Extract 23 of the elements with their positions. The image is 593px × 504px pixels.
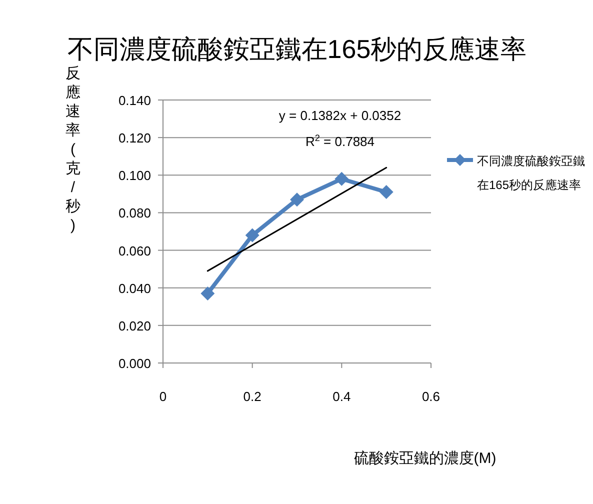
legend-label: 不同濃度硫酸銨亞鐵在165秒的反應速率 [477, 154, 585, 192]
x-axis-title: 硫酸銨亞鐵的濃度(M) [354, 450, 496, 467]
point [334, 172, 349, 186]
text: 反應速率(克/秒) [66, 65, 80, 234]
point [290, 192, 304, 207]
point [379, 185, 394, 200]
x-tick-label: 0.6 [422, 389, 440, 404]
chart-title: 不同濃度硫酸銨亞鐵在165秒的反應速率 [67, 34, 527, 64]
x-tick-label: 0.2 [243, 389, 262, 404]
x-tick-label: 0 [159, 389, 167, 404]
point [200, 286, 215, 300]
y-tick-label: 0.060 [118, 243, 151, 258]
annotation: R$^{2}$ = 0.7884 [305, 133, 375, 149]
y-tick-label: 0.080 [118, 206, 151, 221]
y-tick-label: 0.120 [118, 130, 151, 146]
y-tick-label: 0.040 [118, 280, 151, 296]
y-tick-label: 0.140 [118, 93, 151, 108]
x-tick-label: 0.4 [332, 389, 351, 404]
y-tick-label: 0.020 [118, 318, 151, 334]
y-tick-label: 0.100 [118, 168, 151, 184]
point [245, 228, 260, 242]
y-tick-label: 0.000 [118, 356, 151, 371]
annotation: y = 0.1382x + 0.0352 [278, 108, 402, 123]
